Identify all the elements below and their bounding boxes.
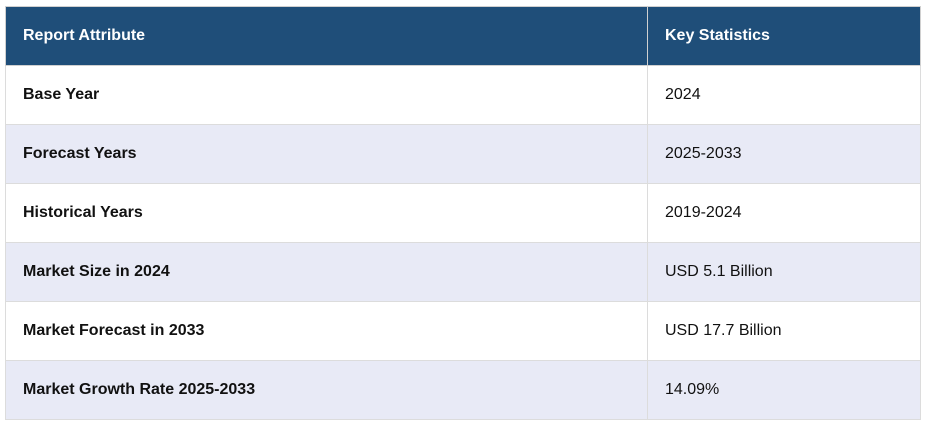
table-row: Base Year 2024: [5, 65, 921, 125]
table-row: Market Forecast in 2033 USD 17.7 Billion: [5, 301, 921, 361]
header-cell: Key Statistics: [647, 6, 921, 66]
value-cell: 2025-2033: [647, 124, 921, 184]
attribute-cell: Market Size in 2024: [5, 242, 648, 302]
value-cell: 2024: [647, 65, 921, 125]
value-cell: USD 5.1 Billion: [647, 242, 921, 302]
table-row: Market Growth Rate 2025-2033 14.09%: [5, 360, 921, 420]
header-cell: Report Attribute: [5, 6, 648, 66]
table-row: Market Size in 2024 USD 5.1 Billion: [5, 242, 921, 302]
attribute-cell: Market Forecast in 2033: [5, 301, 648, 361]
attribute-cell: Base Year: [5, 65, 648, 125]
value-cell: 2019-2024: [647, 183, 921, 243]
table-row: Forecast Years 2025-2033: [5, 124, 921, 184]
attribute-cell: Forecast Years: [5, 124, 648, 184]
value-cell: 14.09%: [647, 360, 921, 420]
attribute-cell: Market Growth Rate 2025-2033: [5, 360, 648, 420]
table-row: Historical Years 2019-2024: [5, 183, 921, 243]
value-cell: USD 17.7 Billion: [647, 301, 921, 361]
attribute-cell: Historical Years: [5, 183, 648, 243]
header-row: Report Attribute Key Statistics: [5, 6, 921, 66]
statistics-table: Report Attribute Key Statistics Base Year…: [5, 6, 921, 420]
